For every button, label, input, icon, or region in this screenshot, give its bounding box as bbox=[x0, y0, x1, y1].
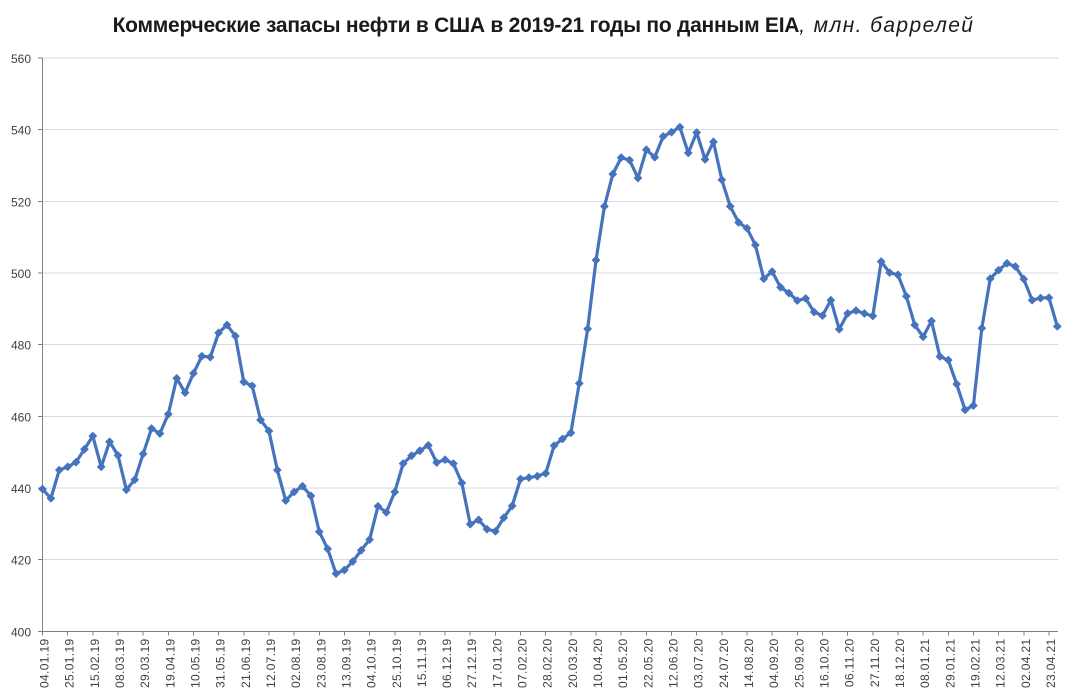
svg-text:16.10.20: 16.10.20 bbox=[817, 639, 831, 689]
svg-text:08.03.19: 08.03.19 bbox=[113, 639, 127, 689]
svg-text:29.03.19: 29.03.19 bbox=[138, 639, 152, 689]
svg-text:21.06.19: 21.06.19 bbox=[239, 639, 253, 689]
svg-text:25.01.19: 25.01.19 bbox=[63, 639, 77, 689]
svg-text:15.11.19: 15.11.19 bbox=[415, 639, 429, 688]
svg-text:04.09.20: 04.09.20 bbox=[767, 639, 781, 689]
svg-text:22.05.20: 22.05.20 bbox=[641, 639, 655, 689]
svg-text:500: 500 bbox=[11, 267, 31, 281]
svg-text:17.01.20: 17.01.20 bbox=[490, 639, 504, 689]
svg-text:06.11.20: 06.11.20 bbox=[843, 639, 857, 688]
svg-text:18.12.20: 18.12.20 bbox=[893, 639, 907, 689]
svg-text:25.10.19: 25.10.19 bbox=[390, 639, 404, 689]
svg-text:480: 480 bbox=[11, 339, 31, 353]
svg-text:13.09.19: 13.09.19 bbox=[339, 639, 353, 689]
svg-text:28.02.20: 28.02.20 bbox=[541, 639, 555, 689]
svg-text:24.07.20: 24.07.20 bbox=[717, 639, 731, 689]
svg-text:400: 400 bbox=[11, 625, 31, 639]
svg-text:460: 460 bbox=[11, 410, 31, 424]
svg-text:04.10.19: 04.10.19 bbox=[365, 639, 379, 689]
svg-text:06.12.19: 06.12.19 bbox=[440, 639, 454, 689]
svg-text:31.05.19: 31.05.19 bbox=[214, 639, 228, 689]
svg-text:10.05.19: 10.05.19 bbox=[188, 639, 202, 689]
svg-text:12.03.21: 12.03.21 bbox=[994, 639, 1008, 689]
svg-text:27.12.19: 27.12.19 bbox=[465, 639, 479, 689]
svg-text:15.02.19: 15.02.19 bbox=[88, 639, 102, 689]
svg-text:04.01.19: 04.01.19 bbox=[38, 639, 52, 689]
svg-text:19.02.21: 19.02.21 bbox=[968, 639, 982, 689]
svg-text:03.07.20: 03.07.20 bbox=[692, 639, 706, 689]
svg-text:520: 520 bbox=[11, 195, 31, 209]
svg-text:19.04.19: 19.04.19 bbox=[163, 639, 177, 689]
svg-text:27.11.20: 27.11.20 bbox=[868, 639, 882, 688]
svg-text:02.08.19: 02.08.19 bbox=[289, 639, 303, 689]
svg-text:23.08.19: 23.08.19 bbox=[314, 639, 328, 689]
svg-text:07.02.20: 07.02.20 bbox=[516, 639, 530, 689]
svg-text:560: 560 bbox=[11, 52, 31, 66]
svg-text:14.08.20: 14.08.20 bbox=[742, 639, 756, 689]
svg-text:29.01.21: 29.01.21 bbox=[943, 639, 957, 689]
svg-text:01.05.20: 01.05.20 bbox=[616, 639, 630, 689]
svg-text:20.03.20: 20.03.20 bbox=[566, 639, 580, 689]
svg-text:12.06.20: 12.06.20 bbox=[667, 639, 681, 689]
svg-text:08.01.21: 08.01.21 bbox=[918, 639, 932, 689]
svg-text:540: 540 bbox=[11, 124, 31, 138]
svg-text:02.04.21: 02.04.21 bbox=[1019, 639, 1033, 689]
svg-text:23.04.21: 23.04.21 bbox=[1044, 639, 1058, 689]
svg-text:25.09.20: 25.09.20 bbox=[792, 639, 806, 689]
svg-text:10.04.20: 10.04.20 bbox=[591, 639, 605, 689]
svg-text:440: 440 bbox=[11, 482, 31, 496]
svg-text:420: 420 bbox=[11, 554, 31, 568]
svg-text:12.07.19: 12.07.19 bbox=[264, 639, 278, 689]
